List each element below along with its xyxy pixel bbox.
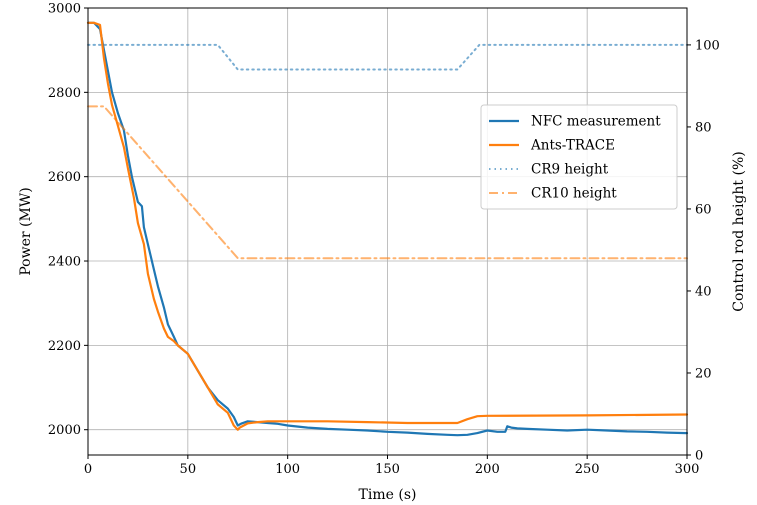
y-right-tick-label: 80 xyxy=(695,120,712,135)
x-tick-label: 150 xyxy=(375,462,400,477)
y-right-tick-label: 100 xyxy=(695,38,720,53)
y-right-tick-label: 20 xyxy=(695,366,712,381)
x-tick-label: 250 xyxy=(575,462,600,477)
x-axis-label: Time (s) xyxy=(359,487,417,503)
legend-entry-label: CR9 height xyxy=(531,162,609,178)
y-right-tick-label: 60 xyxy=(695,202,712,217)
y-right-tick-label: 40 xyxy=(695,284,712,299)
y-left-tick-label: 2600 xyxy=(48,170,81,185)
legend-entry-label: NFC measurement xyxy=(531,114,661,130)
grid-lines xyxy=(87,7,688,455)
legend-entry-label: CR10 height xyxy=(531,186,617,202)
y-left-tick-label: 2800 xyxy=(48,86,81,101)
y-left-tick-label: 2200 xyxy=(48,339,81,354)
x-tick-label: 100 xyxy=(275,462,300,477)
series-line-2 xyxy=(87,43,688,71)
x-tick-label: 50 xyxy=(180,462,197,477)
ticks-layer: 0 50 100 150 200 250 3002000220024002600280030… xyxy=(48,2,720,478)
x-tick-label: 300 xyxy=(675,462,700,477)
y-left-tick-label: 2400 xyxy=(48,255,81,270)
legend: NFC measurement Ants-TRACE CR9 height CR10 … xyxy=(480,104,678,210)
y-left-tick-label: 3000 xyxy=(48,2,81,17)
series-layer xyxy=(86,21,689,437)
x-tick-label: 0 xyxy=(84,462,92,477)
y-axis-right-label: Control rod height (%) xyxy=(731,151,747,311)
legend-entry-label: Ants-TRACE xyxy=(530,138,615,154)
y-right-tick-label: 0 xyxy=(695,449,703,464)
x-tick-label: 200 xyxy=(475,462,500,477)
y-axis-left-label: Power (MW) xyxy=(18,187,34,275)
series-line-1 xyxy=(86,21,689,431)
y-left-tick-label: 2000 xyxy=(48,423,81,438)
legend-box xyxy=(480,104,678,210)
series-line-3 xyxy=(87,105,688,260)
